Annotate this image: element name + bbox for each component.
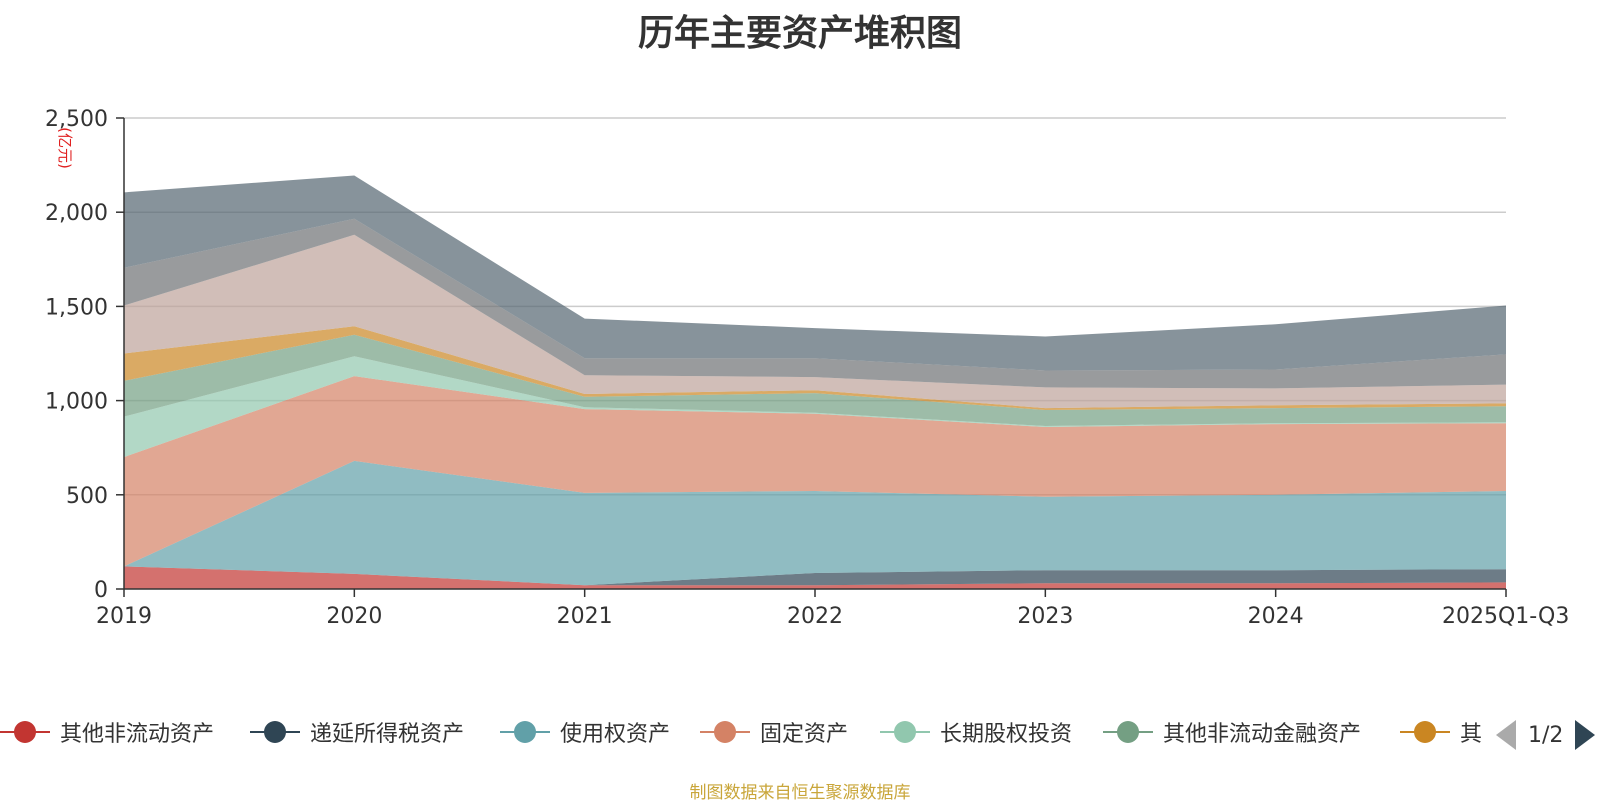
series-area — [124, 460, 1506, 586]
series-area — [124, 566, 1506, 589]
x-tick-label: 2020 — [326, 604, 382, 629]
x-tick-label: 2025Q1-Q3 — [1442, 604, 1569, 629]
legend-prev-page-button[interactable] — [1496, 720, 1516, 750]
legend-marker-icon — [1400, 717, 1450, 747]
legend-item[interactable]: 固定资产 — [700, 712, 848, 752]
legend-label: 其他非流动资产 — [60, 722, 215, 747]
y-tick-label: 2,000 — [45, 201, 108, 226]
stacked-area-chart: 0 500 1,000 1,500 2,000 2,500 2019 2020 2021 2022… — [45, 107, 1569, 629]
legend-label: 其他非流动金融资产 — [1163, 722, 1362, 747]
legend-label: 其 — [1460, 722, 1483, 747]
legend-marker-icon — [0, 717, 50, 747]
series-area — [124, 218, 1506, 389]
legend-item[interactable]: 使用权资产 — [500, 712, 670, 752]
series-area — [124, 175, 1506, 371]
y-tick-label: 0 — [94, 578, 108, 603]
series-area — [124, 566, 1506, 586]
x-tick-label: 2021 — [557, 604, 613, 629]
legend-item[interactable]: 其他非流动资产 — [0, 712, 214, 752]
legend-item[interactable]: 其 — [1400, 712, 1482, 752]
chart-title: 历年主要资产堆积图 — [637, 13, 962, 54]
legend-item[interactable]: 递延所得税资产 — [250, 712, 464, 752]
legend-marker-icon — [880, 717, 930, 747]
legend-marker-icon — [250, 717, 300, 747]
legend: 其他非流动资产 递延所得税资产 使用权资产 固定资产 长期股权投资 其他非流动金融资产 其 — [0, 712, 1600, 752]
series-area — [124, 234, 1506, 409]
x-tick-label: 2019 — [96, 604, 152, 629]
legend-label: 递延所得税资产 — [310, 722, 465, 747]
x-tick-label: 2023 — [1017, 604, 1073, 629]
x-tick-label: 2024 — [1248, 604, 1304, 629]
y-tick-label: 500 — [66, 484, 108, 509]
y-axis-unit-label: (亿元) — [56, 127, 74, 169]
series-area — [124, 376, 1506, 567]
legend-label: 长期股权投资 — [940, 722, 1073, 747]
x-tick-label: 2022 — [787, 604, 843, 629]
legend-item[interactable]: 其他非流动金融资产 — [1103, 712, 1361, 752]
legend-next-page-button[interactable] — [1575, 720, 1596, 750]
legend-marker-icon — [500, 717, 550, 747]
axis-layer: 0 500 1,000 1,500 2,000 2,500 2019 2020 2021 2022… — [45, 107, 1569, 629]
legend-marker-icon — [1103, 717, 1153, 747]
area-layer — [124, 175, 1506, 589]
y-tick-label: 1,500 — [45, 295, 108, 320]
legend-label: 固定资产 — [760, 722, 849, 747]
series-area — [124, 334, 1506, 426]
y-tick-label: 2,500 — [45, 107, 108, 132]
source-note: 制图数据来自恒生聚源数据库 — [689, 783, 911, 803]
legend-page-indicator: 1/2 — [1528, 722, 1564, 748]
y-tick-label: 1,000 — [45, 390, 108, 415]
legend-pager: 1/2 — [1496, 718, 1596, 752]
legend-item[interactable]: 长期股权投资 — [880, 712, 1072, 752]
legend-label: 使用权资产 — [560, 722, 671, 747]
legend-marker-icon — [700, 717, 750, 747]
